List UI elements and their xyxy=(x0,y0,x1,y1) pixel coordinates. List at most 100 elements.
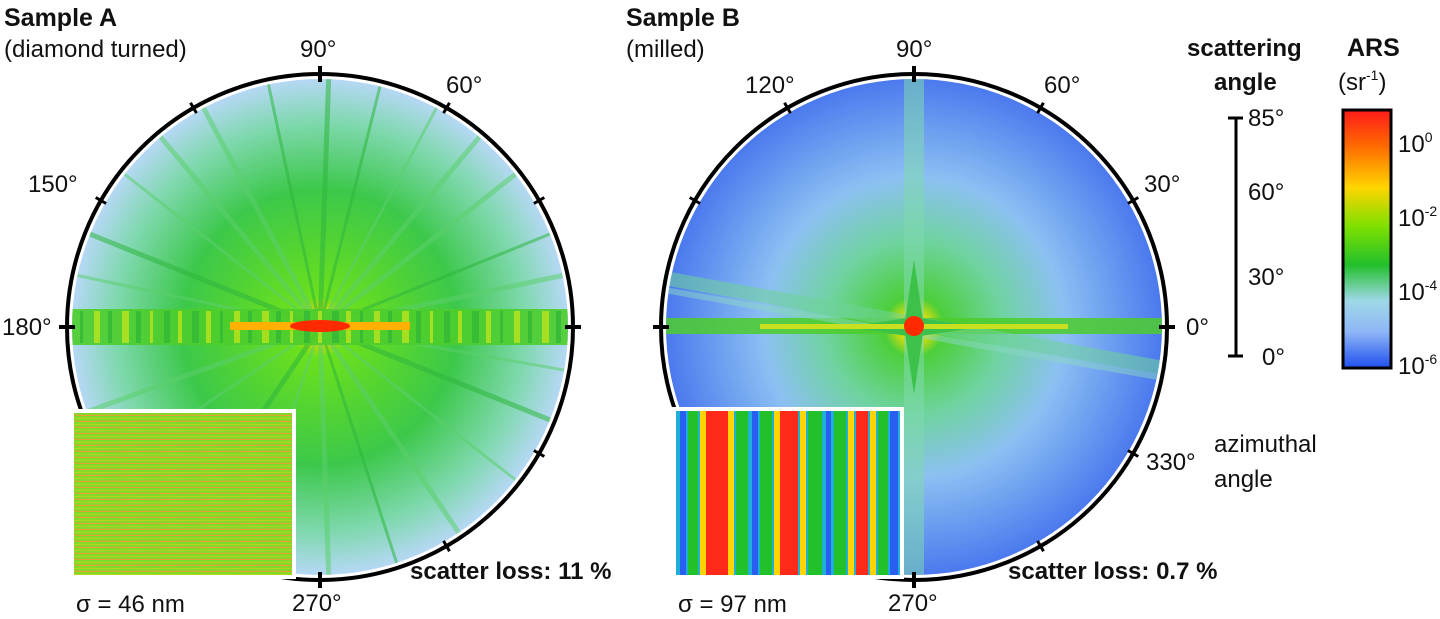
angle-tick-mark xyxy=(442,540,451,553)
inset-b-stripe xyxy=(728,411,734,575)
band-segment xyxy=(108,311,112,343)
band-segment xyxy=(472,311,479,343)
sample-b-angle-30: 30° xyxy=(1144,171,1180,198)
sample-a-sigma: σ = 46 nm xyxy=(76,591,185,618)
streak-ray xyxy=(317,325,468,544)
sample-b-angle-270: 270° xyxy=(888,590,938,617)
sample-b-angle-0: 0° xyxy=(1186,314,1209,341)
band-segment xyxy=(178,311,182,343)
sample-a-scatter-loss: scatter loss: 11 % xyxy=(410,558,611,585)
scattering-angle-scale: scattering angle 85° 60° 30° 0° xyxy=(1187,35,1302,371)
band-segment xyxy=(500,311,503,343)
angle-tick-mark xyxy=(533,449,546,458)
colorbar-tick-2: 10-4 xyxy=(1398,277,1437,306)
band-segment xyxy=(136,311,141,343)
band-segment xyxy=(94,311,100,343)
sample-b-angle-60: 60° xyxy=(1044,72,1080,99)
streak-ray xyxy=(114,165,321,329)
colorbar-tick-0: 100 xyxy=(1398,129,1433,158)
scattering-tick-30: 30° xyxy=(1248,264,1284,291)
streak-ray xyxy=(319,325,526,489)
band-segment xyxy=(486,311,491,343)
sample-a-surface-inset xyxy=(70,409,296,579)
inset-b-stripe xyxy=(736,411,748,575)
inset-b-stripe xyxy=(834,411,846,575)
inset-b-stripe xyxy=(688,411,698,575)
azimuthal-label-1: azimuthal xyxy=(1214,431,1317,458)
colorbar-title: ARS xyxy=(1347,34,1400,62)
scattering-angle-title-2: angle xyxy=(1214,69,1277,96)
ars-colorbar: ARS (sr-1) 100 10-2 10-4 10-6 xyxy=(1338,34,1437,380)
band-segment xyxy=(430,311,433,343)
band-segment xyxy=(150,311,153,343)
inset-b-stripe xyxy=(774,411,780,575)
inset-b-stripe xyxy=(808,411,822,575)
sample-b-sigma: σ = 97 nm xyxy=(678,591,787,618)
streak-ray xyxy=(195,96,323,329)
streak-ray xyxy=(317,326,332,575)
angle-tick-mark xyxy=(189,101,198,114)
sample-a-angle-90: 90° xyxy=(300,36,336,63)
colorbar-tick-3: 10-6 xyxy=(1398,351,1437,380)
sample-a-angle-270: 270° xyxy=(292,590,342,617)
sample-b-subtitle: (milled) xyxy=(626,36,705,63)
sample-a-subtitle: (diamond turned) xyxy=(4,36,187,63)
angle-tick-mark xyxy=(688,196,701,205)
inset-b-stripe xyxy=(826,411,831,575)
angle-tick-mark xyxy=(1036,101,1045,114)
streak-ray xyxy=(318,96,444,328)
angle-tick-mark xyxy=(442,101,451,114)
sample-b-surface-inset xyxy=(672,407,904,579)
sample-a-angle-150: 150° xyxy=(28,171,78,198)
sample-b-angle-120: 120° xyxy=(745,72,795,99)
band-segment xyxy=(444,311,450,343)
sample-b-title: Sample B xyxy=(626,4,740,32)
inset-b-stripe xyxy=(878,411,888,575)
angle-tick-mark xyxy=(783,101,792,114)
inset-b-stripe xyxy=(700,411,706,575)
band-segment xyxy=(164,311,170,343)
sample-b-angle-330: 330° xyxy=(1146,449,1196,476)
band-segment xyxy=(514,311,520,343)
colorbar-unit: (sr-1) xyxy=(1338,67,1386,96)
band-segment xyxy=(416,311,421,343)
streak-ray xyxy=(264,79,322,328)
band-segment xyxy=(220,311,223,343)
colorbar-tick-1: 10-2 xyxy=(1398,203,1437,232)
scattering-tick-60: 60° xyxy=(1248,179,1284,206)
inset-b-stripe xyxy=(680,411,686,575)
inset-b-stripe xyxy=(890,411,898,575)
streak-ray xyxy=(150,126,322,329)
sample-b-streaks xyxy=(666,79,1162,575)
inset-b-stripe xyxy=(752,411,758,575)
sample-a-specular-peak xyxy=(290,320,350,332)
sample-a-title: Sample A xyxy=(4,4,117,32)
inset-b-stripe xyxy=(870,411,876,575)
streak-ray xyxy=(318,326,402,575)
angle-tick-mark xyxy=(1127,196,1140,205)
inset-b-stripe xyxy=(760,411,772,575)
band-segment xyxy=(80,311,83,343)
streak-ray xyxy=(318,126,490,329)
band-segment xyxy=(556,311,561,343)
colorbar-gradient xyxy=(1341,108,1393,370)
band-segment xyxy=(458,311,462,343)
inset-b-stripe xyxy=(780,411,798,575)
angle-tick-mark xyxy=(533,196,546,205)
sample-a-angle-180: 180° xyxy=(2,314,52,341)
angle-tick-mark xyxy=(94,196,107,205)
inset-b-stripe xyxy=(800,411,806,575)
inset-b-stripe xyxy=(856,411,868,575)
scattering-tick-0: 0° xyxy=(1262,344,1285,371)
azimuthal-label-2: angle xyxy=(1214,466,1273,493)
scattering-tick-85: 85° xyxy=(1248,105,1284,132)
band-segment xyxy=(206,311,211,343)
sample-b-angle-90: 90° xyxy=(896,36,932,63)
band-segment xyxy=(122,311,129,343)
sample-b-scatter-loss: scatter loss: 0.7 % xyxy=(1008,558,1217,585)
streak-ray xyxy=(317,79,332,328)
inset-b-stripe xyxy=(706,411,728,575)
band-segment xyxy=(192,311,199,343)
streak-ray xyxy=(318,164,527,329)
